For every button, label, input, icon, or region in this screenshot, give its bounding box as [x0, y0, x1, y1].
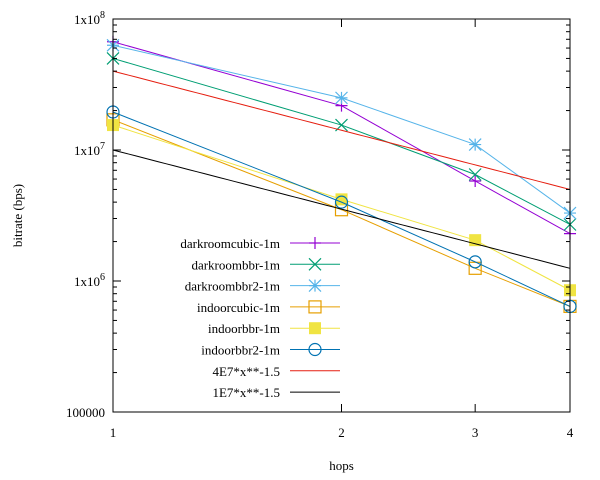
- series-7: [112, 149, 571, 269]
- legend-label: 4E7*x**-1.5: [212, 364, 280, 379]
- data-point: [468, 255, 482, 269]
- legend-entry: darkroombbr2-1m: [185, 279, 340, 294]
- legend-entry: 1E7*x**-1.5: [212, 385, 340, 400]
- legend-label: indoorbbr-1m: [208, 321, 280, 336]
- series-2: [106, 38, 577, 220]
- x-tick-label: 1: [110, 425, 117, 440]
- plot-marks: [106, 35, 577, 313]
- legend-marker: [309, 237, 321, 249]
- series-line: [112, 44, 571, 214]
- legend-label: indoorcubic-1m: [197, 300, 280, 315]
- series-line: [112, 41, 571, 235]
- y-tick-label: 1x107: [74, 141, 105, 158]
- x-axis-label: hops: [329, 458, 354, 473]
- y-tick-label-base: 1x10: [74, 12, 100, 27]
- series-line: [112, 119, 571, 307]
- legend-entry: indoorcubic-1m: [197, 300, 340, 315]
- legend-label: darkroombbr2-1m: [185, 279, 280, 294]
- series-line: [112, 57, 571, 225]
- legend-entry: darkroombbr-1m: [191, 257, 340, 272]
- legend-marker: [308, 300, 322, 314]
- data-point: [334, 195, 349, 209]
- y-tick-label-base: 1x10: [74, 143, 100, 158]
- y-tick-label: 1x106: [74, 272, 105, 289]
- x-tick-label: 4: [567, 425, 574, 440]
- legend: darkroomcubic-1m darkroombbr-1m darkroombb…: [180, 236, 340, 400]
- y-tick-label: 1x108: [74, 10, 105, 27]
- data-point: [469, 174, 482, 187]
- data-point: [468, 138, 482, 152]
- y-tick-label-exponent: 6: [100, 272, 105, 283]
- series-line: [112, 111, 571, 307]
- x-tick-label: 2: [338, 425, 345, 440]
- y-tick-label-exponent: 7: [100, 141, 105, 152]
- legend-label: darkroombbr-1m: [191, 257, 280, 272]
- y-axis-label: bitrate (bps): [10, 184, 25, 247]
- legend-entry: indoorbbr-1m: [208, 321, 340, 336]
- legend-entry: darkroomcubic-1m: [180, 236, 340, 251]
- legend-marker: [308, 342, 322, 357]
- legend-label: indoorbbr2-1m: [201, 343, 280, 358]
- series-3: [106, 113, 577, 313]
- legend-marker: [309, 322, 321, 335]
- y-tick-label-base: 1x10: [74, 274, 100, 289]
- data-point: [335, 91, 348, 105]
- legend-entry: indoorbbr2-1m: [201, 343, 340, 358]
- y-tick-label-base: 100000: [66, 405, 105, 420]
- series-6: [112, 70, 571, 190]
- x-tick-label: 3: [472, 425, 479, 440]
- data-point: [468, 168, 482, 181]
- legend-label: darkroomcubic-1m: [180, 236, 280, 251]
- legend-marker: [308, 257, 322, 271]
- legend-label: 1E7*x**-1.5: [212, 385, 280, 400]
- legend-marker: [308, 279, 322, 293]
- y-tick-label: 100000: [66, 405, 105, 420]
- series-line: [112, 149, 571, 269]
- legend-entry: 4E7*x**-1.5: [212, 364, 340, 379]
- series-line: [112, 70, 571, 190]
- series-line: [112, 124, 571, 291]
- y-tick-label-exponent: 8: [100, 10, 105, 21]
